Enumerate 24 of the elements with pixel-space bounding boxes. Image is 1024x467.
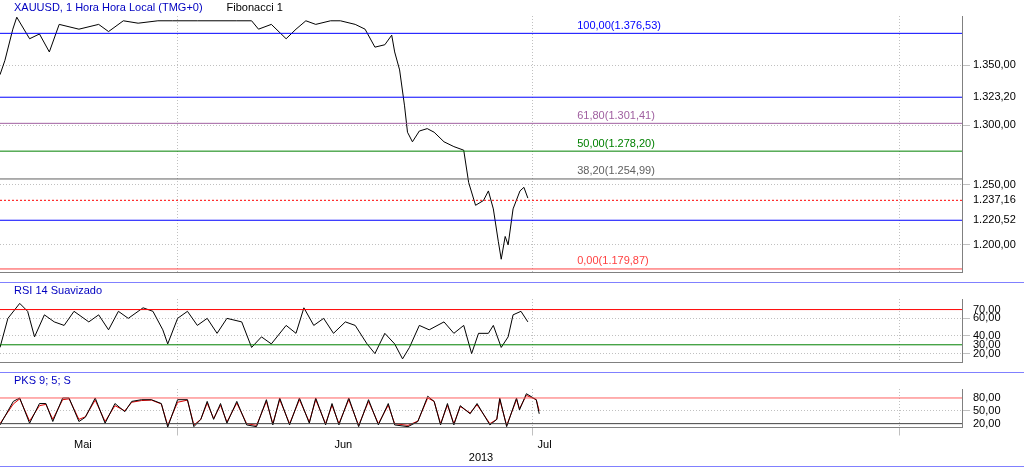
y-tick-label: 1.237,16 [973, 193, 1016, 206]
ref-line-label: 38,20(1.254,99) [577, 164, 655, 177]
y-tick-label: 50,00 [973, 403, 1001, 416]
ref-line-label: 50,00(1.278,20) [577, 136, 655, 149]
x-tick-label: Jun [334, 438, 353, 451]
y-tick-label: 20,00 [973, 416, 1001, 429]
y-tick-label: 1.323,20 [973, 90, 1016, 103]
y-tick-label: 1.250,00 [973, 177, 1016, 190]
y-tick-label: 80,00 [973, 391, 1001, 404]
ref-line-label: 0,00(1.179,87) [577, 254, 649, 267]
x-tick-label: Jul [537, 438, 552, 451]
y-tick-label: 1.350,00 [973, 58, 1016, 71]
ref-line-label: 100,00(1.376,53) [577, 18, 661, 31]
y-tick-label: 1.200,00 [973, 237, 1016, 250]
y-tick-label: 1.220,52 [973, 213, 1016, 226]
text: Fibonacci 1 [226, 0, 283, 13]
ref-line-label: 61,80(1.301,41) [577, 108, 655, 121]
x-axis-title: 2013 [468, 451, 494, 464]
y-tick-label: 1.300,00 [973, 118, 1016, 131]
chart-title: XAUUSD, 1 Hora Hora Local (TMG+0) [14, 0, 203, 13]
chart-title: RSI 14 Suavizado [14, 283, 103, 296]
y-tick-label: 70,00 [973, 302, 1001, 315]
chart-title: PKS 9; 5; S [14, 373, 71, 386]
x-tick-label: Mai [74, 438, 92, 451]
